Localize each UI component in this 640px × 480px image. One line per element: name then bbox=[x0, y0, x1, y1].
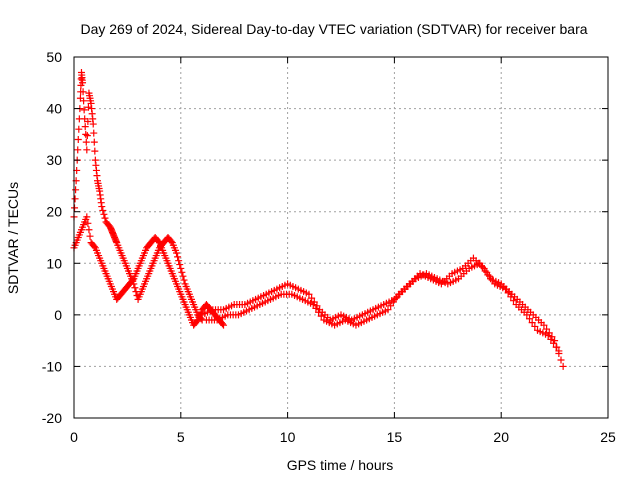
data-point bbox=[305, 290, 313, 298]
y-tick-label: 0 bbox=[54, 307, 62, 323]
data-point bbox=[75, 125, 83, 133]
grid bbox=[74, 57, 608, 418]
x-axis-label: GPS time / hours bbox=[287, 457, 394, 473]
data-point bbox=[479, 263, 487, 271]
data-point bbox=[384, 306, 392, 314]
data-point bbox=[526, 315, 534, 323]
data-point bbox=[175, 257, 183, 265]
x-tick-label: 5 bbox=[177, 429, 185, 445]
data-point bbox=[80, 106, 88, 114]
data-point bbox=[84, 103, 92, 111]
axis-ticks: 0 5 10 15 20 25 -20 -10 0 10 20 30 40 50 bbox=[42, 49, 616, 445]
data-point bbox=[552, 343, 560, 351]
data-point bbox=[523, 311, 531, 319]
data-point bbox=[544, 331, 552, 339]
data-point bbox=[485, 272, 493, 280]
data-point bbox=[550, 339, 558, 347]
data-point bbox=[167, 237, 175, 245]
data-point bbox=[83, 213, 91, 221]
plot-frame bbox=[73, 56, 609, 419]
data-point bbox=[99, 206, 107, 214]
data-point bbox=[129, 276, 137, 284]
data-point bbox=[312, 304, 320, 312]
data-point bbox=[317, 312, 325, 320]
data-point bbox=[392, 294, 400, 302]
data-point bbox=[84, 219, 92, 227]
data-point bbox=[90, 243, 98, 251]
y-tick-label: -10 bbox=[42, 358, 62, 374]
data-point bbox=[559, 362, 567, 370]
data-point bbox=[83, 146, 91, 154]
data-point bbox=[555, 347, 563, 355]
data-point bbox=[531, 322, 539, 330]
data-point bbox=[71, 195, 79, 203]
data-point bbox=[82, 130, 90, 138]
data-point bbox=[90, 138, 98, 146]
data-point bbox=[83, 132, 91, 140]
data-point bbox=[220, 321, 228, 329]
data-point bbox=[483, 268, 491, 276]
data-point bbox=[79, 88, 87, 96]
data-point bbox=[308, 294, 316, 302]
data-point bbox=[74, 136, 82, 144]
data-point bbox=[177, 264, 185, 272]
data-point bbox=[84, 117, 92, 125]
data-point bbox=[85, 226, 93, 234]
data-point bbox=[509, 297, 517, 305]
y-tick-label: 30 bbox=[46, 152, 62, 168]
data-point bbox=[387, 302, 395, 310]
y-tick-label: 40 bbox=[46, 101, 62, 117]
data-point bbox=[79, 79, 87, 87]
x-tick-label: 10 bbox=[280, 429, 296, 445]
data-point bbox=[547, 335, 555, 343]
data-point bbox=[100, 210, 108, 218]
data-point bbox=[507, 293, 515, 301]
data-point bbox=[131, 284, 139, 292]
data-point bbox=[90, 129, 98, 137]
data-point bbox=[82, 138, 90, 146]
x-tick-label: 15 bbox=[387, 429, 403, 445]
x-tick-label: 20 bbox=[493, 429, 509, 445]
data-point bbox=[86, 232, 94, 240]
data-point bbox=[480, 264, 488, 272]
chart-title: Day 269 of 2024, Sidereal Day-to-day VTE… bbox=[80, 21, 587, 37]
data-point bbox=[389, 298, 397, 306]
data-point bbox=[543, 325, 551, 333]
data-point bbox=[98, 203, 106, 211]
data-point bbox=[80, 97, 88, 105]
data-point bbox=[176, 261, 184, 269]
data-point bbox=[315, 308, 323, 316]
y-tick-label: 10 bbox=[46, 255, 62, 271]
y-tick-label: 50 bbox=[46, 49, 62, 65]
data-point bbox=[178, 268, 186, 276]
data-point bbox=[218, 320, 226, 328]
data-point bbox=[179, 272, 187, 280]
data-point bbox=[72, 186, 80, 194]
data-point bbox=[540, 321, 548, 329]
data-point bbox=[557, 356, 565, 364]
data-point bbox=[501, 285, 509, 293]
x-tick-label: 0 bbox=[70, 429, 78, 445]
data-point bbox=[309, 301, 317, 309]
data-point bbox=[528, 319, 536, 327]
data-point bbox=[154, 237, 162, 245]
y-tick-label: 20 bbox=[46, 204, 62, 220]
y-tick-label: -20 bbox=[42, 410, 62, 426]
data-point bbox=[180, 276, 188, 284]
data-point bbox=[173, 249, 181, 257]
data-point bbox=[193, 317, 201, 325]
data-points bbox=[70, 68, 567, 370]
data-point bbox=[89, 120, 97, 128]
data-point bbox=[91, 147, 99, 155]
data-point bbox=[174, 253, 182, 261]
data-point bbox=[81, 123, 89, 131]
data-point bbox=[74, 146, 82, 154]
data-point bbox=[71, 204, 79, 212]
y-axis-label: SDTVAR / TECUs bbox=[5, 182, 21, 294]
data-point bbox=[504, 289, 512, 297]
x-tick-label: 25 bbox=[600, 429, 616, 445]
data-point bbox=[488, 276, 496, 284]
data-point bbox=[101, 214, 109, 222]
